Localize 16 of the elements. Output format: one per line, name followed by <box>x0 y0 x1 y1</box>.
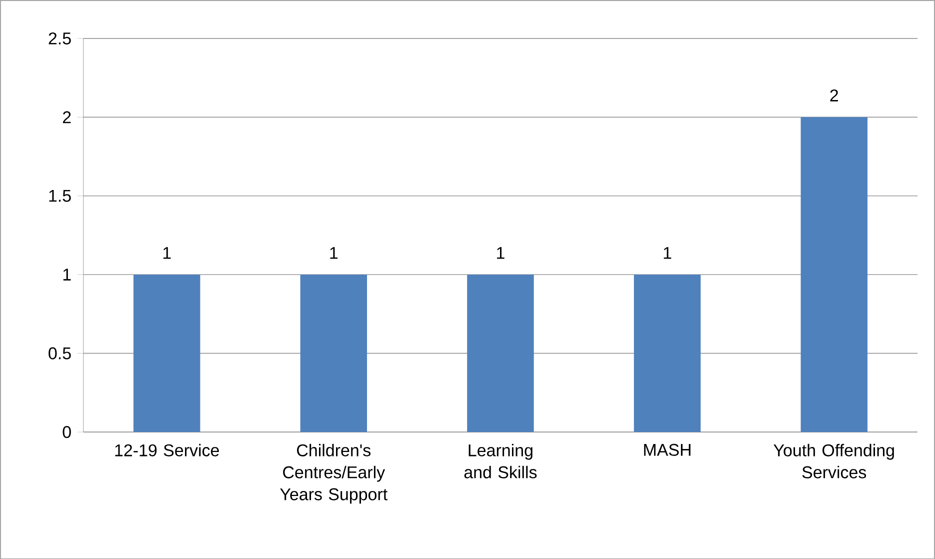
x-tick-label: 12-19 Service <box>115 444 219 456</box>
y-tick-label: 0 <box>62 426 71 438</box>
data-label: 1 <box>664 246 672 259</box>
y-tick-label: 1.5 <box>49 190 71 202</box>
x-tick-label: Learning and Skills <box>464 444 537 478</box>
x-tick-label: Children's Centres/Early Years Support <box>280 444 388 504</box>
data-label: 2 <box>830 89 838 102</box>
y-tick-label: 0.5 <box>48 347 71 360</box>
x-tick-label: Youth Offending Services <box>774 444 894 478</box>
y-tick-label: 2.5 <box>48 32 71 44</box>
x-tick-label: MASH <box>644 444 690 456</box>
data-label: 1 <box>330 246 338 259</box>
y-tick-label: 1 <box>63 268 71 280</box>
data-label: 1 <box>163 246 171 259</box>
data-label: 1 <box>497 246 504 259</box>
y-tick-label: 2 <box>62 111 71 123</box>
